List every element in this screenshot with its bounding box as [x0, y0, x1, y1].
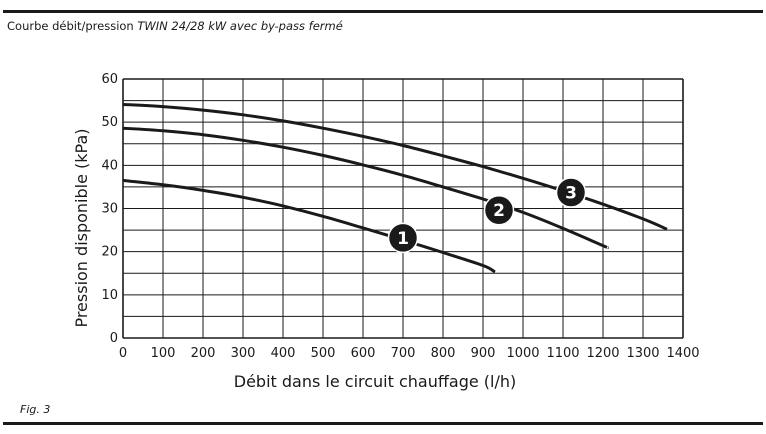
top-rule — [3, 10, 763, 13]
x-tick-label: 100 — [151, 346, 176, 361]
series-marker-label: 1 — [397, 229, 409, 249]
y-tick-label: 0 — [110, 331, 118, 346]
series-marker-label: 3 — [565, 184, 577, 204]
series-marker-3: 3 — [555, 177, 587, 208]
series-marker-1: 1 — [387, 222, 419, 254]
x-tick-label: 900 — [471, 346, 496, 361]
y-tick-label: 30 — [101, 202, 118, 217]
x-tick-label: 1100 — [546, 346, 579, 361]
x-tick-label: 400 — [271, 346, 296, 361]
x-tick-label: 1300 — [626, 346, 659, 361]
x-tick-labels: 0 100 200 300 400 500 600 700 800 900 1000 1100 1200… — [119, 346, 700, 361]
series-marker-label: 2 — [493, 201, 505, 221]
y-tick-labels: 0 10 20 30 40 50 60 — [101, 72, 118, 346]
x-axis-title: Débit dans le circuit chauffage (l/h) — [234, 372, 517, 391]
y-tick-label: 20 — [101, 245, 118, 260]
x-tick-label: 1000 — [506, 346, 539, 361]
curve-markers: 1 2 3 — [387, 177, 587, 254]
x-tick-label: 300 — [231, 346, 256, 361]
figure-caption: Courbe débit/pression TWIN 24/28 kW avec… — [7, 19, 343, 33]
caption-emphasis: TWIN 24/28 kW avec by-pass fermé — [137, 19, 343, 33]
y-axis-title: Pression disponible (kPa) — [72, 128, 91, 327]
x-tick-label: 200 — [191, 346, 216, 361]
y-tick-label: 60 — [101, 72, 118, 87]
y-tick-label: 10 — [101, 288, 118, 303]
caption-lead: Courbe débit/pression — [7, 19, 134, 33]
chart-grid — [122, 78, 684, 339]
x-tick-label: 500 — [311, 346, 336, 361]
series-line-3 — [122, 103, 668, 231]
chart-series — [122, 103, 668, 274]
series-line-2 — [122, 126, 609, 250]
x-tick-label: 1200 — [586, 346, 619, 361]
y-tick-label: 50 — [101, 115, 118, 130]
x-tick-label: 700 — [391, 346, 416, 361]
figure-label: Fig. 3 — [20, 403, 51, 416]
y-tick-label: 40 — [101, 158, 118, 173]
bottom-rule — [3, 422, 763, 425]
x-tick-label: 0 — [119, 346, 127, 361]
series-marker-2: 2 — [483, 194, 515, 226]
x-tick-label: 600 — [351, 346, 376, 361]
series-line-1 — [122, 178, 496, 274]
x-tick-label: 1400 — [666, 346, 699, 361]
x-tick-label: 800 — [431, 346, 456, 361]
